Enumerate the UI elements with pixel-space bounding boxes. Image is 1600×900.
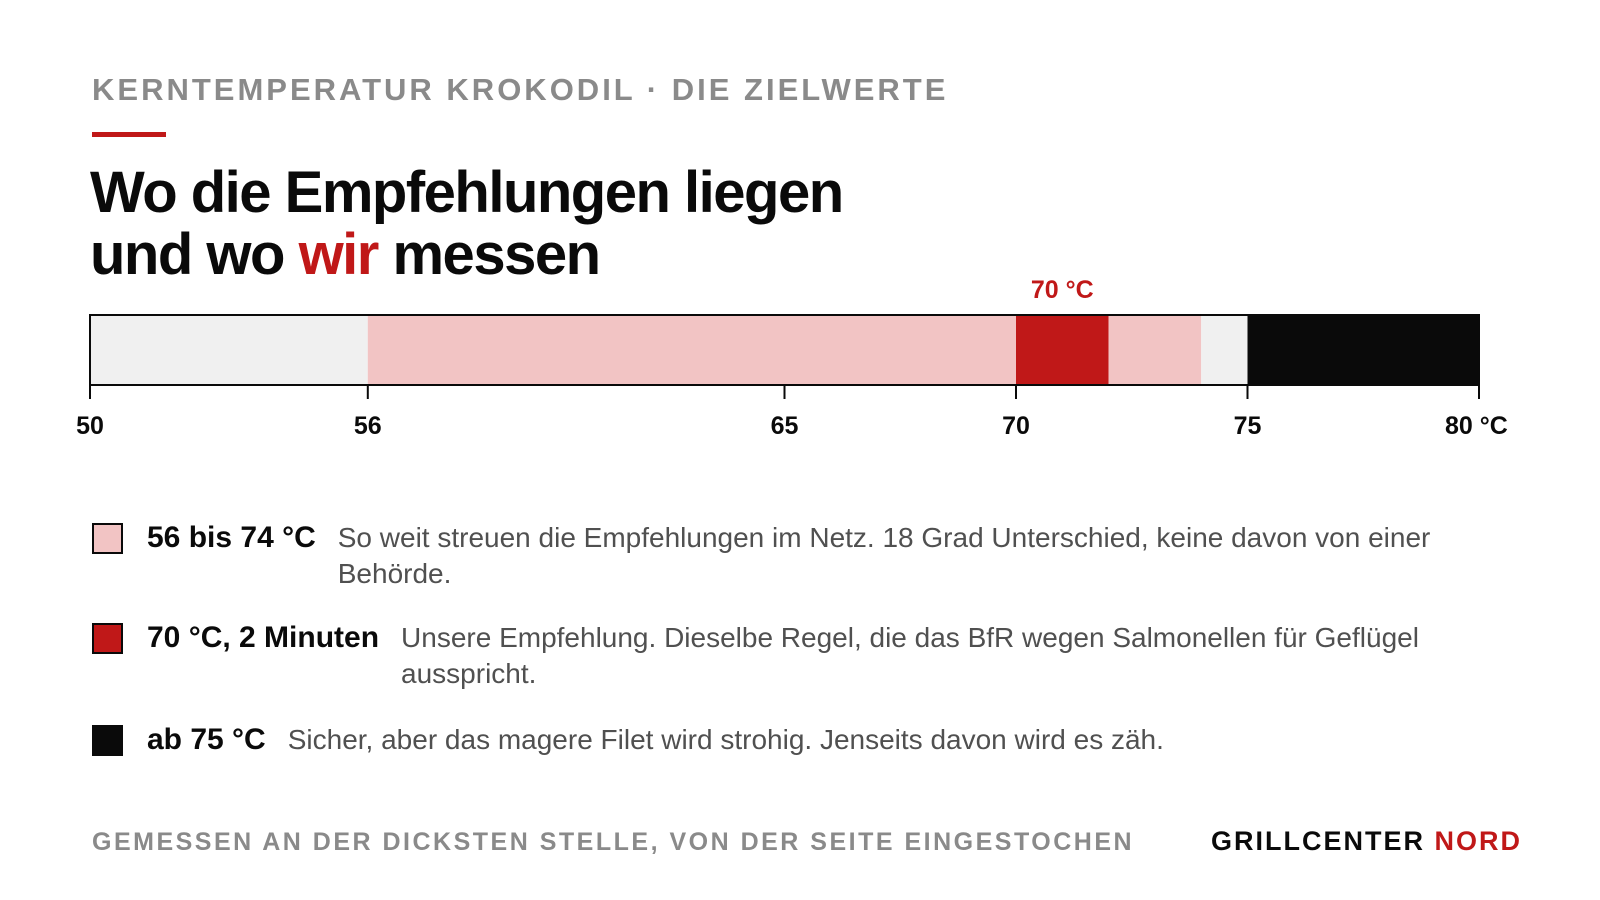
range-segment-4 [1201,315,1248,385]
chart-tick-labels: 50 56 65 70 75 80 °C [76,412,1508,440]
title-line-1: Wo die Empfehlungen liegen [90,160,844,225]
legend-description-recommendation: Unsere Empfehlung. Dieselbe Regel, die d… [401,622,1419,689]
title-line-2-start: und wo [90,222,299,287]
title-line-2-end: messen [377,222,601,287]
chart-ticks [89,385,1480,399]
range-segment-3 [1108,315,1202,385]
legend-swatch-recommendation [92,623,123,654]
range-segment-5 [1247,315,1479,385]
chart-segments [90,315,1479,385]
title-accent-word: wir [298,222,380,287]
range-segment-1 [367,315,1016,385]
legend-item-recommendation: 70 °C, 2 Minuten Unsere Empfehlung. Dies… [92,620,1522,692]
tick-label-70: 70 [1002,412,1030,440]
legend-swatch-safe [92,725,123,756]
tick-label-75: 75 [1234,412,1262,440]
brand-name: GRILLCENTER [1211,826,1435,856]
footer-note: GEMESSEN AN DER DICKSTEN STELLE, VON DER… [92,828,1135,856]
legend-item-safe: ab 75 °C Sicher, aber das magere Filet w… [92,722,1522,758]
legend-description-safe: Sicher, aber das magere Filet wird stroh… [287,724,1164,755]
brand-accent: NORD [1434,826,1522,856]
tick-label-65: 65 [771,412,799,440]
chart-title: Wo die Empfehlungen liegen und wo wir me… [90,160,844,287]
legend-label-recommendation: 70 °C, 2 Minuten [147,621,380,654]
legend-item-range: 56 bis 74 °C So weit streuen die Empfehl… [92,520,1522,592]
temperature-range-chart: 50 56 65 70 75 80 °C 70 °C [76,276,1508,440]
tick-label-56: 56 [354,412,382,440]
range-segment-2 [1016,315,1109,385]
tick-label-80: 80 °C [1445,412,1508,440]
legend-label-range: 56 bis 74 °C [147,521,316,554]
legend-description-range: So weit streuen die Empfehlungen im Netz… [337,522,1431,589]
tick-label-50: 50 [76,412,104,440]
range-segment-0 [90,315,368,385]
target-annotation-label: 70 °C [1031,276,1094,304]
legend-swatch-range [92,523,123,554]
kicker-underline [92,132,166,137]
brand-logo: GRILLCENTER NORD [1211,826,1522,857]
chart-kicker: KERNTEMPERATUR KROKODIL · DIE ZIELWERTE [92,72,949,107]
legend-label-safe: ab 75 °C [147,723,266,756]
